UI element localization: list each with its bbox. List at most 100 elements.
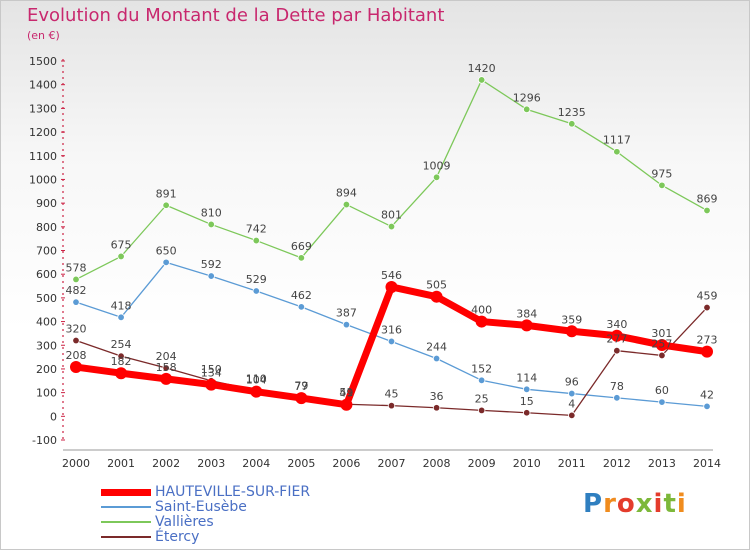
logo-letter: r	[603, 489, 617, 519]
data-point	[387, 222, 396, 231]
data-point	[568, 389, 576, 398]
legend: HAUTEVILLE-SUR-FIER Saint-Eusèbe Vallières…	[101, 484, 361, 545]
data-point	[117, 252, 125, 261]
proxiti-logo: Proxiti	[583, 489, 687, 519]
data-point	[252, 287, 260, 295]
data-label: 400	[471, 304, 492, 317]
y-tick-label: 1500	[29, 55, 57, 68]
data-label: 254	[111, 338, 132, 351]
x-tick-label: 2009	[468, 457, 496, 470]
data-label: 359	[561, 313, 582, 326]
data-label: 25	[475, 392, 489, 405]
x-tick-label: 2000	[62, 457, 90, 470]
data-point	[658, 181, 666, 190]
x-tick-label: 2008	[423, 457, 451, 470]
data-point	[340, 398, 353, 411]
x-tick-label: 2010	[513, 457, 541, 470]
data-label: 384	[516, 307, 537, 320]
data-label: 1296	[513, 91, 541, 104]
data-point	[703, 303, 711, 312]
logo-letter: t	[663, 489, 677, 519]
data-point	[432, 173, 441, 182]
y-tick-label: 100	[36, 387, 57, 400]
legend-label: Étercy	[155, 529, 200, 545]
x-tick-label: 2006	[332, 457, 360, 470]
data-label: 134	[201, 367, 222, 380]
chart-title: Evolution du Montant de la Dette par Hab…	[27, 5, 445, 26]
data-point	[385, 280, 398, 293]
data-point	[523, 385, 531, 394]
data-label: 592	[201, 258, 222, 271]
data-point	[477, 406, 486, 415]
data-label: 150	[201, 363, 222, 376]
data-label: 505	[426, 279, 447, 292]
data-point	[613, 346, 621, 355]
x-tick-label: 2003	[197, 457, 225, 470]
x-tick-label: 2014	[693, 457, 721, 470]
data-point	[160, 372, 173, 385]
legend-item: Saint-Eusèbe	[101, 499, 361, 515]
y-tick-label: 1200	[29, 126, 57, 139]
data-label: 546	[381, 269, 402, 282]
data-point	[520, 319, 533, 332]
data-point	[387, 401, 396, 410]
data-label: 257	[651, 337, 672, 350]
legend-label: Saint-Eusèbe	[155, 499, 247, 515]
data-point	[565, 325, 578, 338]
y-tick-label: 300	[36, 339, 57, 352]
data-point	[72, 275, 80, 284]
logo-letter: i	[653, 489, 664, 519]
y-tick-label: 900	[36, 197, 57, 210]
y-tick-label: 1000	[29, 173, 57, 186]
data-label: 104	[246, 374, 267, 387]
legend-item: Étercy	[101, 529, 361, 545]
data-point	[568, 120, 576, 128]
data-label: 277	[606, 333, 627, 346]
data-label: 96	[565, 376, 579, 389]
data-label: 340	[606, 318, 627, 331]
data-label: 975	[651, 167, 672, 180]
data-label: 320	[66, 323, 87, 336]
data-label: 182	[111, 355, 132, 368]
data-label: 79	[294, 380, 308, 393]
data-point	[703, 402, 711, 411]
unit-label: (en €)	[27, 29, 60, 42]
x-tick-label: 2005	[287, 457, 315, 470]
data-point	[430, 290, 443, 303]
data-label: 204	[156, 350, 177, 363]
data-label: 675	[111, 238, 132, 251]
legend-swatch	[101, 521, 151, 523]
data-point	[432, 354, 441, 363]
data-point	[117, 313, 125, 321]
y-tick-label: 1400	[29, 79, 57, 92]
y-tick-label: 200	[36, 363, 57, 376]
data-label: 51	[339, 386, 353, 399]
data-point	[342, 200, 351, 209]
data-label: 45	[385, 388, 399, 401]
legend-item: HAUTEVILLE-SUR-FIER	[101, 484, 361, 500]
y-tick-label: 1300	[29, 102, 57, 115]
legend-swatch	[101, 506, 151, 508]
x-tick-label: 2004	[242, 457, 270, 470]
data-point	[162, 201, 170, 209]
legend-swatch	[101, 489, 151, 496]
data-point	[162, 258, 170, 267]
data-point	[568, 411, 576, 420]
data-point	[613, 148, 621, 156]
data-label: 462	[291, 289, 312, 302]
y-tick-label: 800	[36, 221, 57, 234]
data-label: 459	[697, 290, 718, 303]
data-point	[207, 220, 215, 229]
data-point	[72, 298, 80, 306]
data-label: 801	[381, 209, 402, 222]
data-label: 152	[471, 362, 492, 375]
x-tick-label: 2007	[378, 457, 406, 470]
data-point	[658, 351, 666, 360]
data-point	[115, 367, 128, 380]
data-label: 669	[291, 240, 312, 253]
data-label: 110	[246, 372, 267, 385]
data-point	[252, 236, 260, 245]
data-label: 36	[430, 390, 444, 403]
x-tick-label: 2012	[603, 457, 631, 470]
